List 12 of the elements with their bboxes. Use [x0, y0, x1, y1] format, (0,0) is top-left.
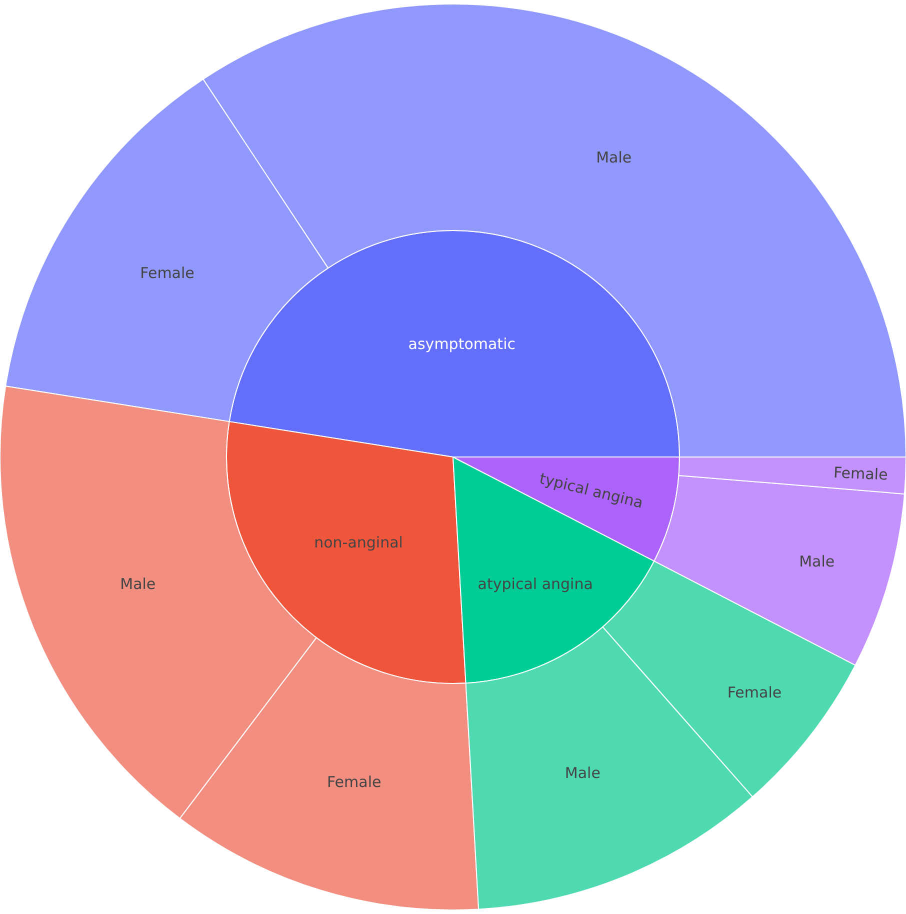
slice-label: Female: [326, 773, 382, 792]
slice-label: Male: [799, 552, 835, 570]
slice-label: non-anginal: [314, 533, 403, 552]
slice-label: typical angina: [538, 469, 645, 512]
slice-label: Female: [140, 264, 194, 282]
slice-label: Male: [120, 575, 156, 594]
slice-label: Female: [833, 464, 888, 484]
slice-label: Male: [596, 148, 632, 167]
slice-label: atypical angina: [478, 575, 593, 594]
slice-label: Male: [564, 764, 600, 782]
slice-label: asymptomatic: [408, 334, 516, 353]
slice-label: Female: [727, 683, 782, 702]
